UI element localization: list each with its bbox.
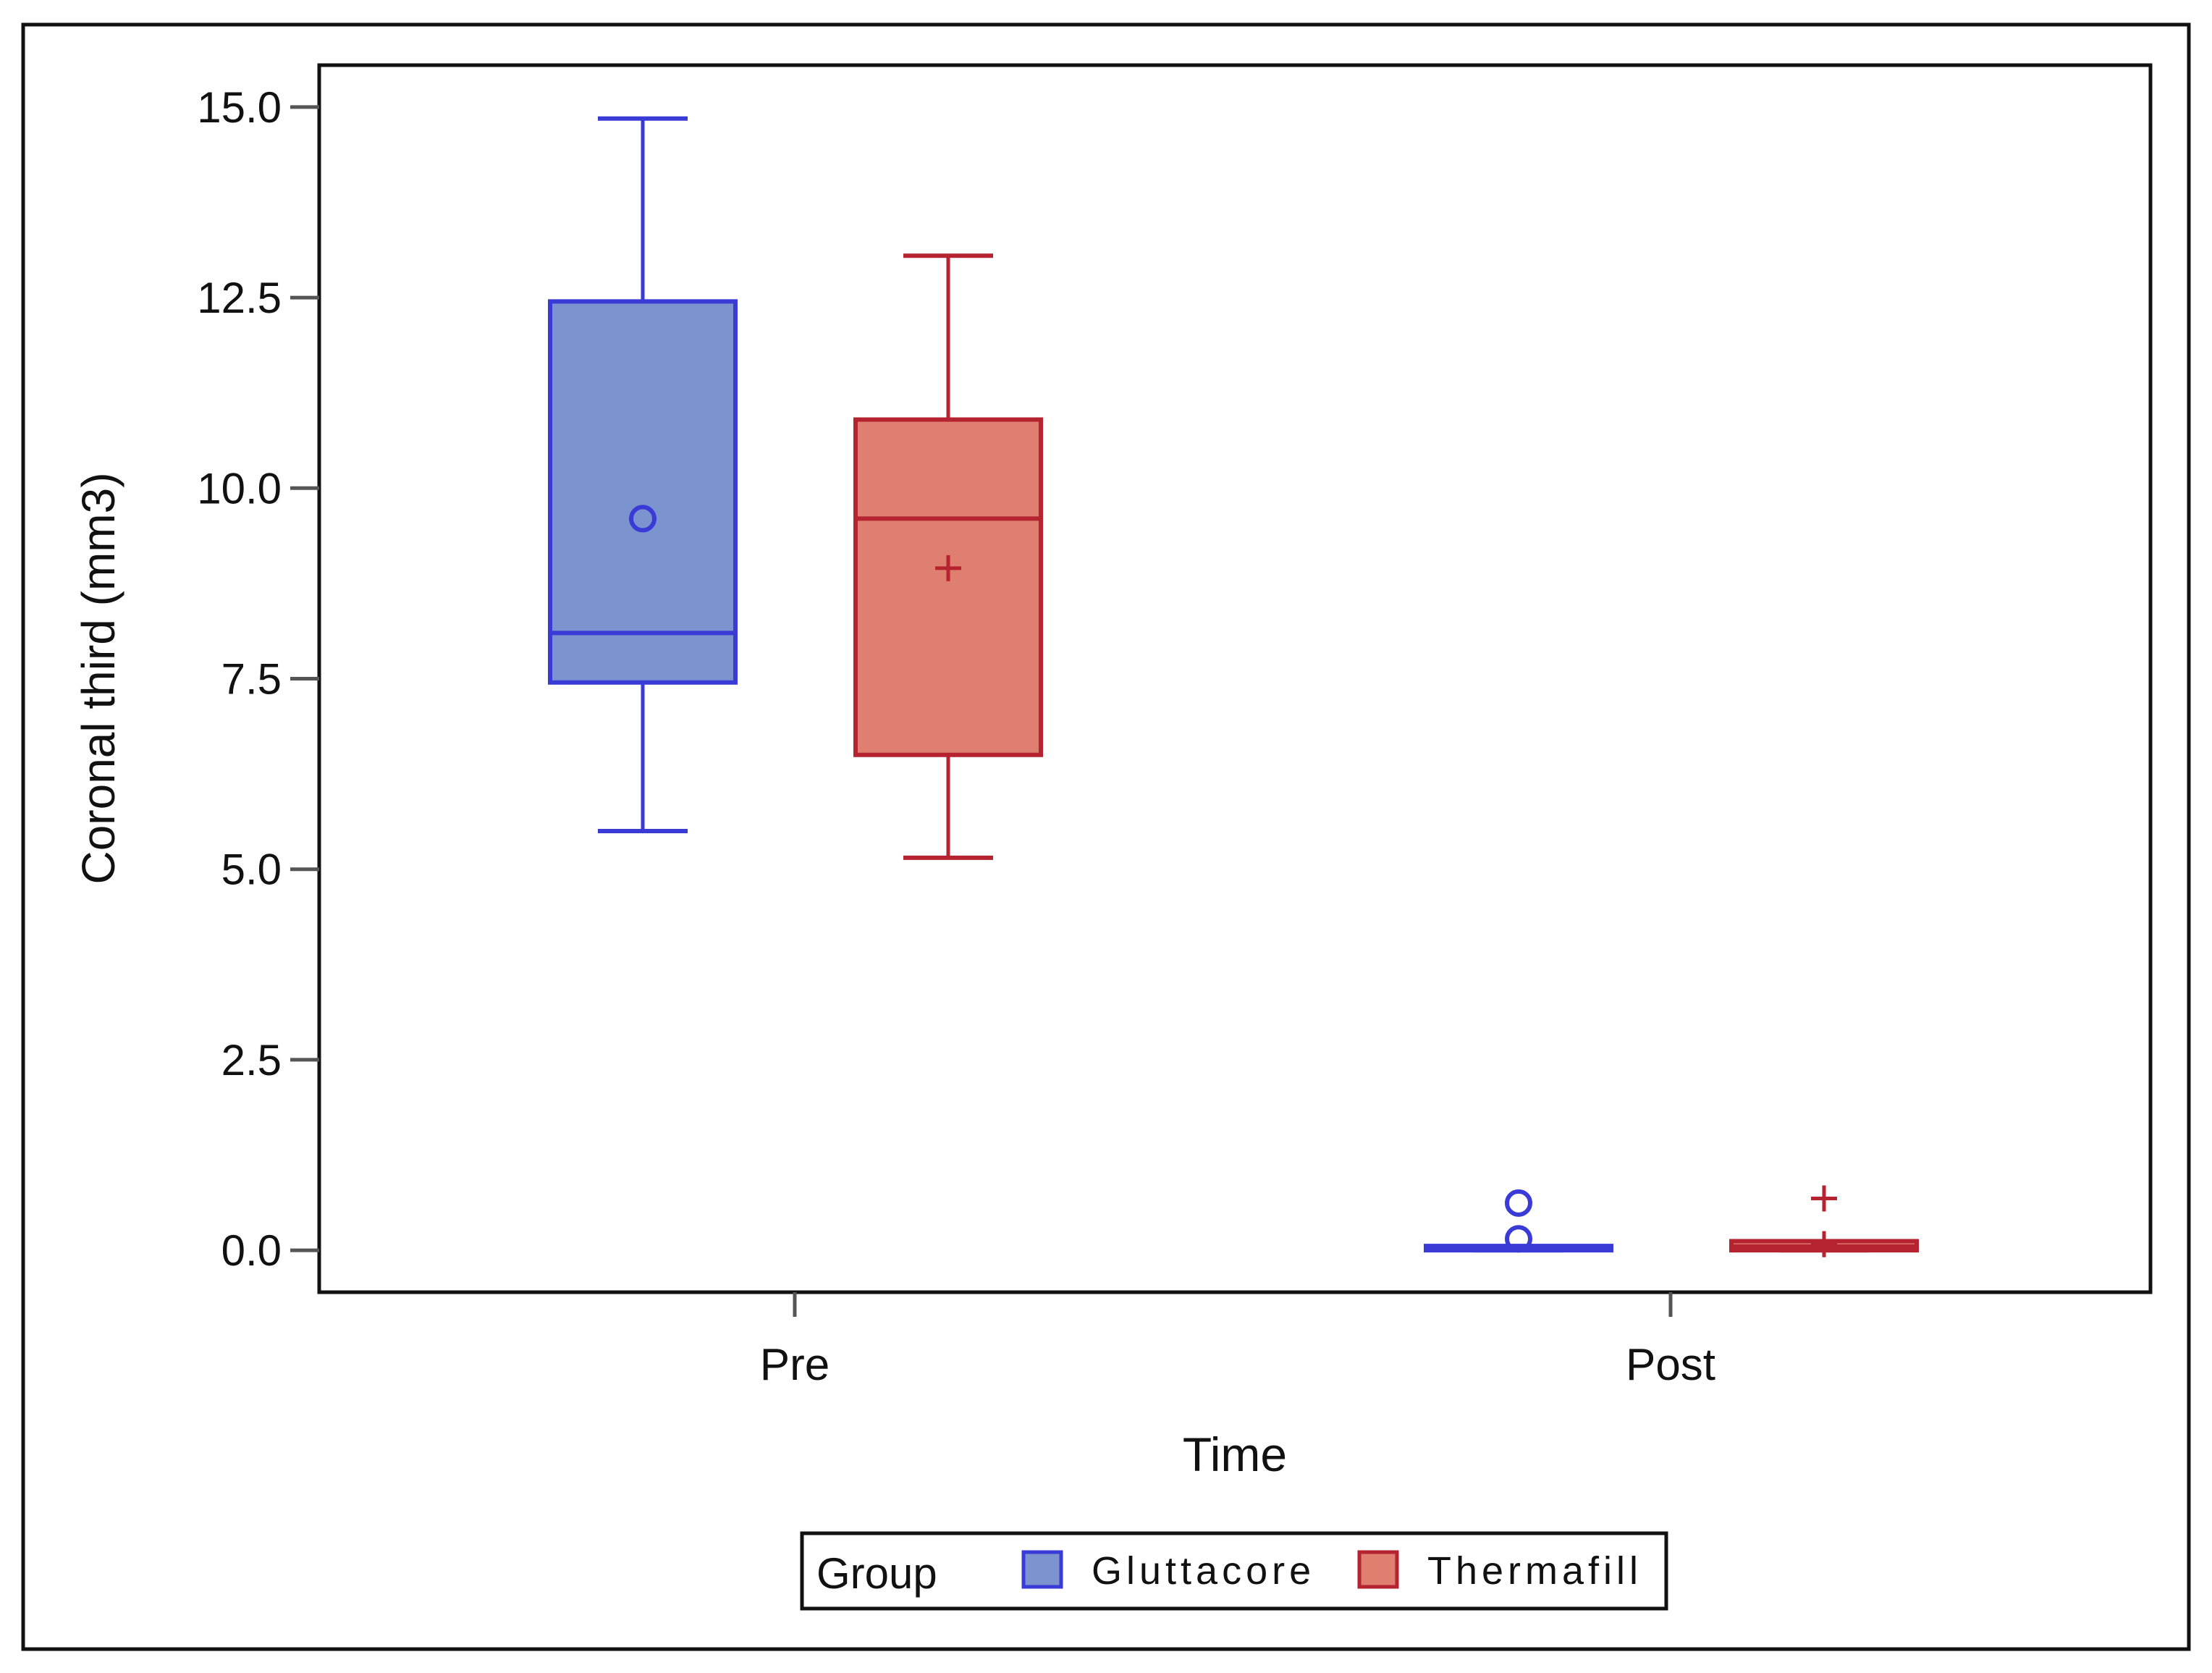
- iqr-box: [548, 299, 738, 685]
- box-marks: [548, 116, 1919, 1257]
- legend-label-thermafill: Thermafill: [1427, 1549, 1642, 1593]
- outlier-marker: [1505, 1189, 1532, 1217]
- box-group-thermafill-post: [1729, 1185, 1919, 1257]
- y-tick-label: 10.0: [197, 464, 282, 513]
- legend-swatch-thermafill: [1357, 1550, 1399, 1589]
- y-tick-label: 0.0: [221, 1226, 282, 1275]
- legend-title: Group: [816, 1549, 937, 1598]
- x-tick-label: Pre: [760, 1340, 830, 1390]
- y-axis-label: Coronal third (mm3): [72, 472, 124, 884]
- legend-frame: [800, 1531, 1668, 1611]
- y-tick-label: 12.5: [197, 274, 282, 322]
- iqr-box: [853, 417, 1043, 757]
- mean-marker: [1811, 1231, 1837, 1257]
- mean-marker: [1505, 1225, 1532, 1253]
- y-tick-label: 2.5: [221, 1036, 282, 1084]
- box-group-gluttacore-post: [1424, 1189, 1613, 1253]
- x-tick-label: Post: [1626, 1340, 1715, 1390]
- mean-marker: [629, 505, 657, 533]
- mean-marker: [935, 555, 961, 581]
- y-tick-label: 15.0: [197, 83, 282, 132]
- legend-swatch-gluttacore: [1021, 1550, 1063, 1589]
- y-axis: 0.0 2.5 5.0 7.5 10.0 12.5 15.0: [197, 83, 319, 1275]
- x-axis-label: Time: [1183, 1428, 1287, 1481]
- y-tick-label: 5.0: [221, 846, 282, 894]
- x-axis: Pre Post: [760, 1292, 1715, 1390]
- legend: Group Gluttacore Thermafill: [800, 1531, 1668, 1611]
- box-group-gluttacore-pre: [548, 116, 738, 834]
- outlier-marker: [1811, 1185, 1837, 1212]
- y-tick-label: 7.5: [221, 655, 282, 704]
- legend-label-gluttacore: Gluttacore: [1092, 1549, 1315, 1593]
- box-group-thermafill-pre: [853, 253, 1043, 860]
